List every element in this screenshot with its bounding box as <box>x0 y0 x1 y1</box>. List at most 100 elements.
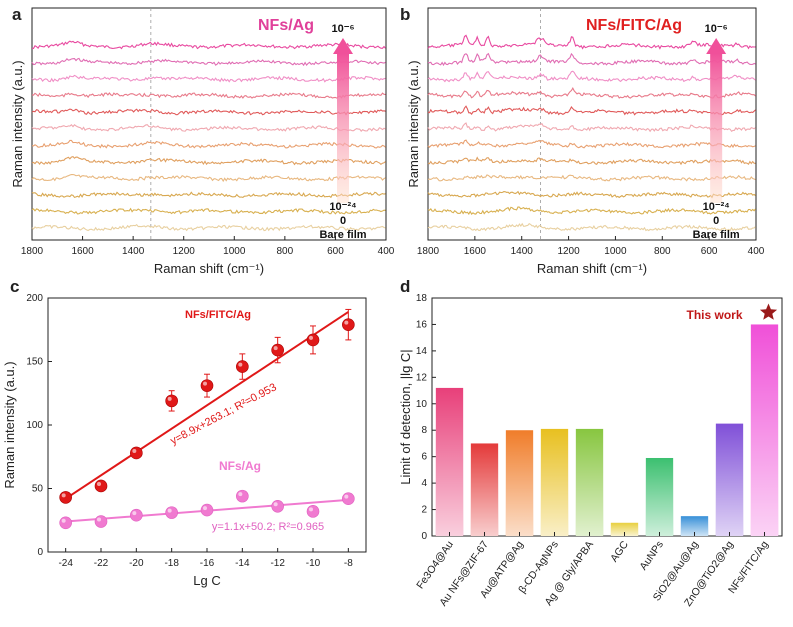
series-label-nfs-ag: NFs/Ag <box>219 459 261 473</box>
spectrum-line-5 <box>427 105 756 116</box>
panel-label-d: d <box>400 277 410 296</box>
data-point-highlight <box>97 517 101 522</box>
fit-line-0 <box>65 311 349 500</box>
bar-fade-5 <box>610 522 639 536</box>
spectrum-line-2 <box>427 52 756 67</box>
arrow-bottom-label: 10⁻²⁴ <box>703 201 730 213</box>
spectrum-line-6 <box>427 122 756 133</box>
x-tick-label: -8 <box>344 558 353 569</box>
gradient-arrow-head <box>706 38 727 54</box>
x-tick-label: 800 <box>277 246 294 257</box>
data-point <box>306 333 320 347</box>
data-point-highlight <box>97 481 101 486</box>
x-tick-label: 1400 <box>122 246 145 257</box>
star-icon <box>759 303 778 320</box>
x-tick-label: 1600 <box>464 246 487 257</box>
spectrum-line-4 <box>31 92 386 99</box>
panel-b: 1800 1600 1400 1200 1000 800 600 400 Raman shift… <box>406 7 765 276</box>
x-axis-label: Raman shift (cm⁻¹) <box>537 261 647 276</box>
data-point <box>306 505 320 518</box>
x-axis-label: Lg C <box>193 573 220 588</box>
gradient-arrow-shaft <box>337 53 350 203</box>
y-tick-label: 14 <box>416 346 428 357</box>
bar-fade-8 <box>715 423 744 536</box>
x-tick-label: 1600 <box>71 246 94 257</box>
spectrum-line-9 <box>427 174 756 182</box>
data-point <box>165 506 178 519</box>
spectrum-line-7 <box>427 139 756 149</box>
data-point-highlight <box>344 494 349 499</box>
x-tick-label: 1800 <box>21 246 44 257</box>
y-tick-label: 12 <box>416 372 428 383</box>
spectrum-line-12 <box>427 222 756 232</box>
panel-d: 0 2 4 6 8 10 12 14 16 18 Limit of detection, |lg C… <box>398 293 783 609</box>
data-point-highlight <box>132 448 137 453</box>
arrow-top-label: 10⁻⁶ <box>705 23 728 35</box>
bar-fade-1 <box>470 443 499 536</box>
arrow-zero-label: 0 <box>340 215 346 227</box>
spectrum-line-6 <box>31 124 386 133</box>
data-point <box>236 360 249 373</box>
y-tick-label: 150 <box>26 357 43 368</box>
arrow-zero-label: 0 <box>713 215 719 227</box>
spectrum-line-5 <box>31 108 386 116</box>
data-point <box>271 499 284 513</box>
spectrum-line-12 <box>31 223 386 232</box>
x-tick-label: -18 <box>164 558 179 569</box>
data-point-highlight <box>344 320 349 325</box>
gradient-arrow-head <box>333 38 354 54</box>
x-tick-label: 600 <box>327 246 344 257</box>
panel-label-a: a <box>12 5 22 24</box>
x-tick-label: -16 <box>200 558 215 569</box>
spectrum-line-4 <box>427 86 756 99</box>
x-tick-label: 800 <box>654 246 671 257</box>
x-tick-label: -24 <box>58 558 73 569</box>
data-point-highlight <box>309 335 313 340</box>
spectrum-line-3 <box>427 70 756 83</box>
spectrum-line-3 <box>31 74 386 83</box>
data-point <box>59 516 72 530</box>
spectrum-line-8 <box>427 156 756 166</box>
bar-fade-9 <box>750 324 779 536</box>
spectrum-line-8 <box>31 155 386 166</box>
data-point-highlight <box>167 396 172 401</box>
y-tick-label: 8 <box>421 425 427 436</box>
spectrum-line-1 <box>427 34 756 50</box>
fit-equation-nfs-fitc-ag: y=8.9x+263.1; R²=0.953 <box>169 381 279 447</box>
data-point-highlight <box>132 511 137 516</box>
arrow-bottom-label: 10⁻²⁴ <box>329 201 356 213</box>
panel-a: 1800 1600 1400 1200 1000 800 600 400 Raman shift… <box>10 7 395 276</box>
data-point <box>271 343 284 357</box>
panel-title: NFs/FITC/Ag <box>586 17 682 34</box>
y-tick-label: 0 <box>421 531 427 542</box>
panel-label-c: c <box>10 277 19 296</box>
y-tick-label: 18 <box>416 293 428 304</box>
fit-equation-nfs-ag: y=1.1x+50.2; R²=0.965 <box>212 521 324 533</box>
bare-film-label: Bare film <box>693 229 740 241</box>
x-tick-label: 1000 <box>604 246 627 257</box>
data-point <box>200 379 214 392</box>
data-point-highlight <box>238 362 243 367</box>
x-tick-label: 1200 <box>557 246 580 257</box>
data-point-highlight <box>273 346 278 351</box>
x-tick-label: 1000 <box>223 246 246 257</box>
panel-title: NFs/Ag <box>258 17 314 34</box>
spectrum-line-10 <box>427 190 756 199</box>
data-point <box>165 394 178 408</box>
spectrum-line-10 <box>31 191 386 199</box>
y-tick-label: 100 <box>26 420 43 431</box>
data-point <box>130 446 143 460</box>
bar-fade-2 <box>505 430 534 536</box>
data-point <box>59 491 72 504</box>
x-tick-label: -10 <box>306 558 321 569</box>
bare-film-label: Bare film <box>319 229 366 241</box>
x-tick-label: 1400 <box>511 246 534 257</box>
data-point <box>130 508 143 522</box>
gradient-arrow-shaft <box>710 53 723 203</box>
y-axis-label: Raman intensity (a.u.) <box>406 60 421 187</box>
x-tick-label: -20 <box>129 558 144 569</box>
spectrum-line-2 <box>31 57 386 67</box>
x-tick-label: 400 <box>378 246 395 257</box>
x-tick-label: 1800 <box>417 246 440 257</box>
